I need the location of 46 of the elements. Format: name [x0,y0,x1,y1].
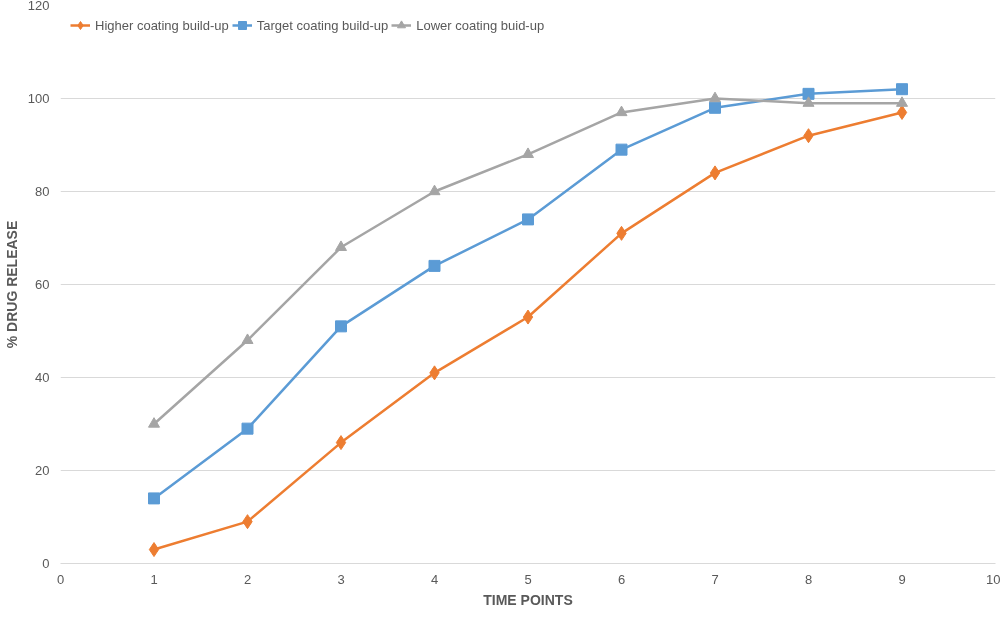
x-tick-label: 5 [524,571,532,587]
point [709,165,721,181]
point [428,184,441,196]
x-tick-label: 2 [243,571,252,587]
y-tick-label: 80 [35,184,50,199]
x-tick-label: 9 [898,571,906,587]
point [522,147,534,158]
point [615,105,628,117]
y-tick-label: 100 [27,91,50,106]
point [896,104,908,120]
x-tick-label: 7 [711,571,719,587]
point [428,259,441,272]
point [335,240,347,251]
point [802,96,815,107]
y-tick-label: 0 [42,556,50,571]
x-tick-label: 4 [430,571,439,587]
x-tick-label: 1 [150,571,158,587]
point [709,101,721,114]
y-tick-label: 60 [35,277,50,292]
x-tick-label: 6 [617,571,626,587]
point [335,435,347,451]
point [148,417,160,428]
point [148,492,160,505]
legend-label: Lower coating buid-up [416,17,545,33]
point [335,320,347,333]
point [148,542,160,558]
y-axis-title: % DRUG RELEASE [3,220,20,349]
y-tick-label: 120 [27,0,50,13]
point [615,143,628,156]
x-tick-label: 8 [804,571,813,587]
point [522,213,534,226]
x-tick-label: 10 [986,571,1001,587]
point [896,83,908,96]
x-tick-label: 0 [56,571,65,587]
point [522,309,534,325]
point [241,422,254,435]
point [896,96,908,107]
point [241,333,254,344]
point [802,87,815,100]
y-tick-label: 20 [35,463,50,478]
x-axis-title: TIME POINTS [483,591,573,608]
y-tick-label: 40 [35,370,50,385]
x-tick-label: 3 [337,571,345,587]
point [709,91,721,103]
legend-label: Higher coating build-up [95,17,229,33]
legend-label: Target coating build-up [256,17,389,33]
